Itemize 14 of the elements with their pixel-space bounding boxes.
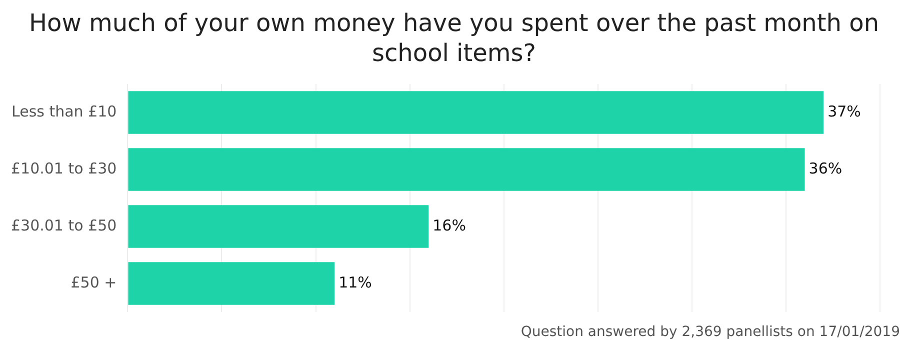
text: Question answered by 2,369 panellists on 17/01/2019 [520, 324, 900, 340]
y-tick-label: £10.01 to £30 [10, 159, 117, 178]
y-tick-label: £30.01 to £50 [10, 216, 117, 234]
chart-title: How much of your own money have you spent over the past month on school items? [28, 8, 880, 68]
bar [128, 148, 805, 191]
bar [128, 91, 824, 134]
y-tick-label: £50 + [70, 273, 117, 292]
bar [128, 262, 335, 305]
data-label: 11% [338, 273, 372, 292]
data-label: 16% [432, 216, 466, 234]
bar [128, 205, 429, 248]
data-label: 36% [808, 159, 842, 178]
data-label: 37% [828, 102, 861, 120]
y-tick-label: Less than £10 [11, 102, 117, 120]
